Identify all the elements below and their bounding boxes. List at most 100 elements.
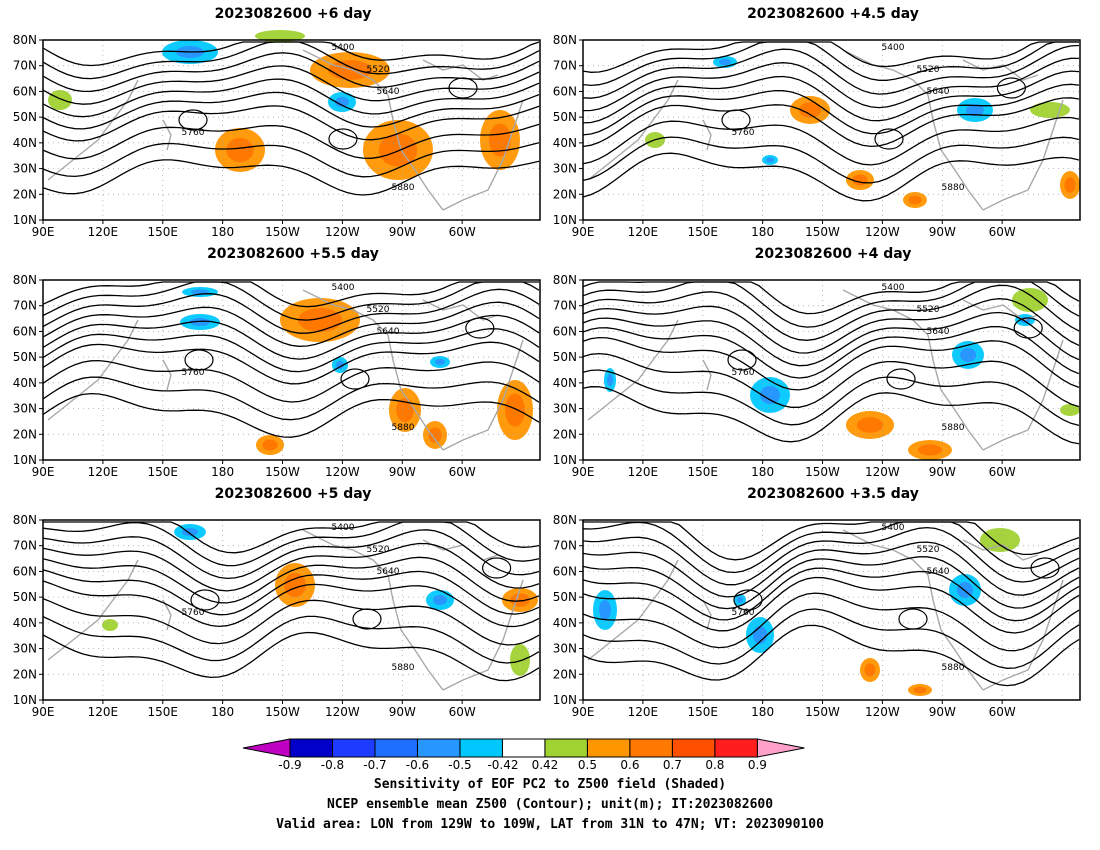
sensitivity-shading [980,528,1020,552]
map-panel-5: 5400 5520 5640 5760 5880 80N 70N 60N 50N 40N 30N 20… [13,513,541,719]
sensitivity-shading-core [505,393,525,427]
lat-label: 20N [13,187,37,201]
colorbar-tick-label: 0.6 [620,758,640,772]
coastline [162,119,172,151]
lon-label: 150E [148,225,179,239]
contour-label: 5520 [367,305,390,315]
contour-label: 5640 [927,327,950,337]
sensitivity-shading-core [1064,177,1076,193]
contour-label: 5400 [882,43,905,53]
sensitivity-shading [255,30,305,42]
colorbar-tick-label: -0.5 [448,758,472,772]
z500-contour [42,91,540,130]
z500-contour [42,142,540,178]
map-frame [42,519,541,701]
z500-contour [42,328,540,373]
coastline [422,299,499,321]
lon-label: 150W [805,465,840,479]
lon-label: 120E [88,465,119,479]
coastline [442,339,524,451]
lat-label: 40N [13,136,37,150]
z500-contour [42,159,540,196]
z500-contour [582,541,1080,598]
z500-closed-contour [328,128,358,150]
contour-label: 5760 [182,368,205,378]
colorbar-left-arrow [242,738,291,758]
sensitivity-shading-core [766,157,774,163]
z500-contour [582,152,1080,202]
z500-contour [582,369,1080,427]
lon-label: 150E [688,225,719,239]
lat-label: 60N [13,564,37,578]
z500-contour [42,542,540,592]
sensitivity-shading-core [917,444,943,456]
panel-title-3: 2023082600 +5.5 day [207,246,379,262]
map-panel-4: 5400 5520 5640 5760 5880 80N 70N 60N 50N 40N 30N 20… [553,273,1081,479]
z500-contour [42,52,540,93]
sensitivity-shading [510,644,530,676]
z500-closed-contour [448,77,478,99]
z500-contour [582,281,1080,328]
coastline [442,579,524,691]
lat-label: 70N [13,539,37,553]
colorbar-tick-label: -0.6 [405,758,430,772]
z500-closed-contour [352,608,382,630]
coastline [47,319,139,421]
z500-contour [582,97,1080,148]
colorbar-segment [374,738,418,758]
sensitivity-shading-core [737,597,743,603]
z500-closed-contour [996,77,1026,99]
lat-label: 50N [13,590,37,604]
z500-contour [582,526,1080,586]
z500-closed-contour [886,368,916,390]
sensitivity-shading-core [226,137,254,163]
lon-label: 150E [148,705,179,719]
colorbar-right-arrow [756,738,805,758]
z500-contour [42,65,540,105]
z500-closed-contour [733,589,763,611]
lon-label: 120W [325,225,360,239]
coastline [387,334,444,451]
contour-label: 5760 [182,128,205,138]
z500-contour [582,311,1080,367]
coastline [982,579,1064,691]
z500-contour [582,592,1080,652]
lat-label: 30N [13,642,37,656]
coastline [442,99,524,211]
lon-label: 60W [449,225,476,239]
lat-label: 10N [553,213,577,227]
contour-label: 5640 [927,87,950,97]
z500-closed-contour [1013,317,1043,339]
map-frame [582,39,1081,221]
lon-label: 90W [389,705,416,719]
lon-label: 90E [32,465,55,479]
z500-contour [43,521,540,554]
contour-label: 5880 [942,183,965,193]
contour-label: 5640 [377,567,400,577]
map-background [583,280,1080,460]
lat-label: 40N [13,376,37,390]
z500-contour [582,325,1080,379]
lat-label: 30N [13,162,37,176]
z500-contour [582,556,1080,610]
z500-contour [42,631,540,682]
map-frame [582,519,1081,701]
contour-label: 5760 [732,368,755,378]
lon-label: 120W [325,465,360,479]
z500-contour [582,624,1080,687]
lat-label: 70N [13,59,37,73]
z500-closed-contour [727,349,757,371]
lat-label: 20N [13,427,37,441]
contour-label: 5880 [392,183,415,193]
contour-label: 5520 [917,305,940,315]
sensitivity-shading-core [396,397,414,423]
z500-contour [582,386,1080,445]
z500-contour [42,556,540,604]
sensitivity-shading-core [856,417,884,433]
lon-label: 60W [449,465,476,479]
colorbar-tick-label: -0.9 [278,758,302,772]
z500-contour [582,44,1080,99]
lat-label: 50N [13,110,37,124]
z500-contour [42,597,540,646]
coastline [927,574,984,691]
